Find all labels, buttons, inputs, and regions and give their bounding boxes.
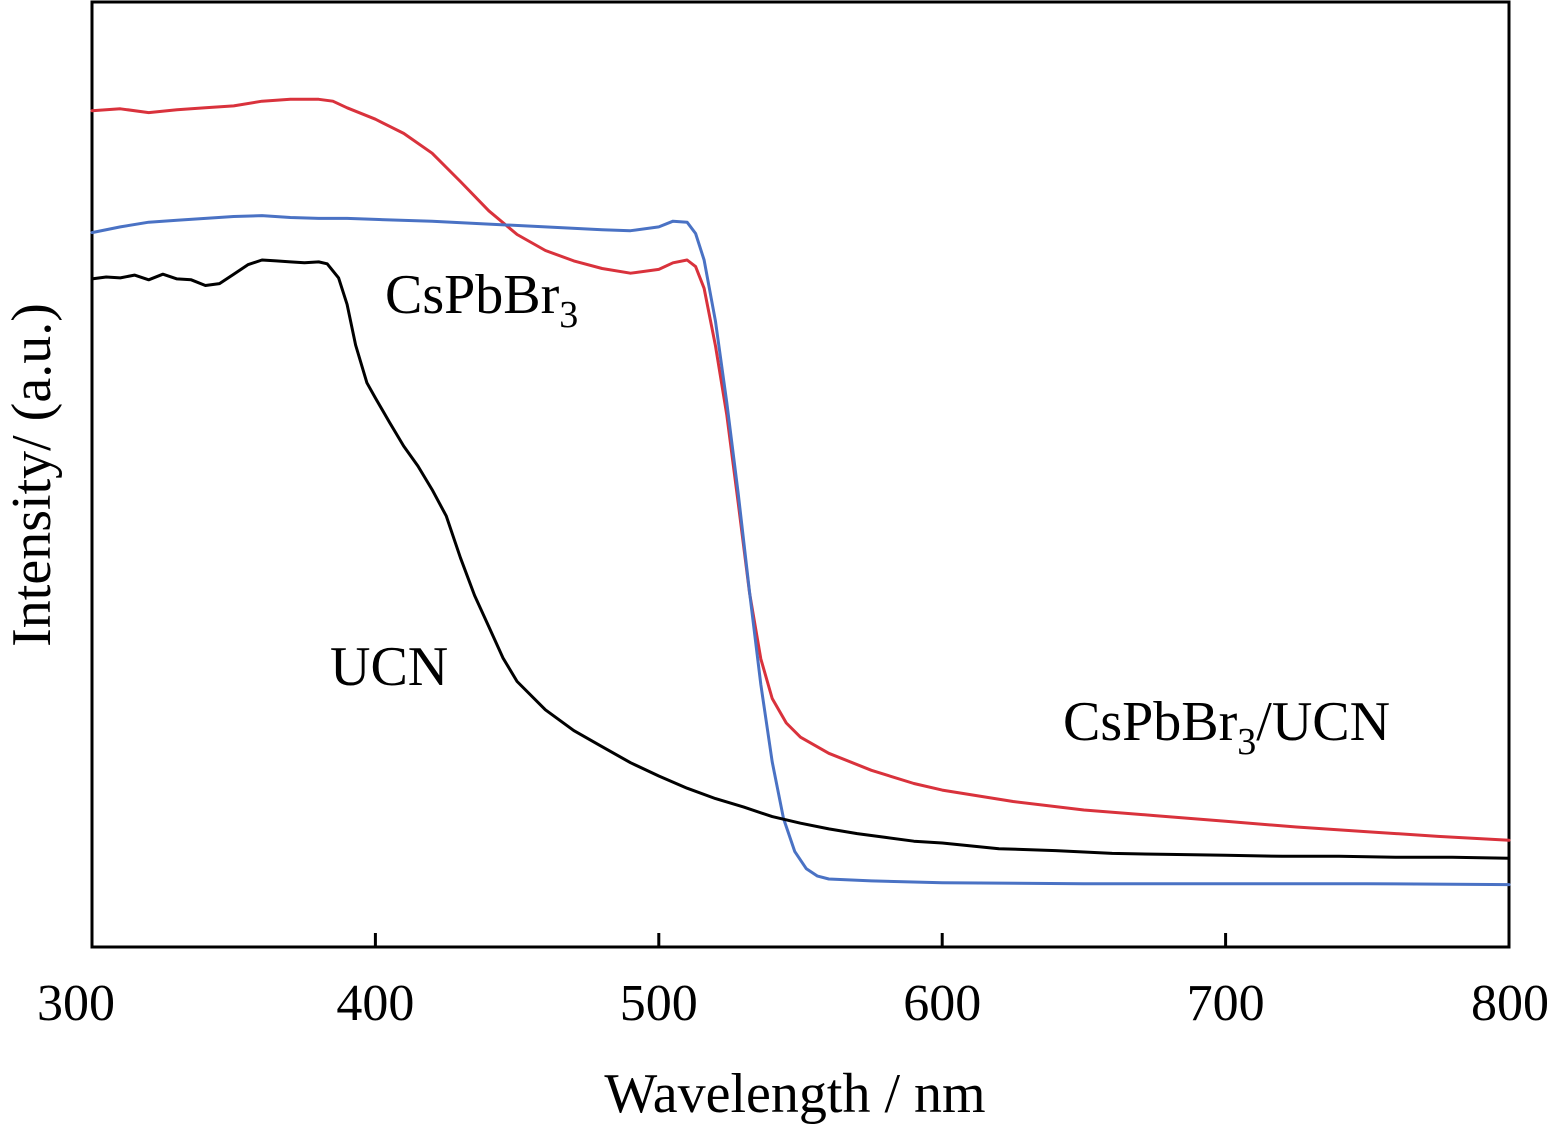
x-tick-label-700: 700 xyxy=(1187,975,1265,1032)
x-axis-title: Wavelength / nm xyxy=(604,1063,985,1125)
y-axis-title: Intensity/ (a.u.) xyxy=(1,303,63,647)
x-tick-label-300: 300 xyxy=(37,975,115,1032)
x-tick-label-400: 400 xyxy=(336,975,414,1032)
series-line-cspbbr3 xyxy=(90,214,1511,887)
series-label-cspbbr3: CsPbBr3 xyxy=(385,264,578,336)
series-line-ucn xyxy=(90,258,1511,860)
x-tick-label-800: 800 xyxy=(1471,975,1549,1032)
plot-frame xyxy=(90,0,1511,949)
x-axis-tick-labels: 300 400 500 600 700 800 xyxy=(37,975,1549,1032)
x-axis-ticks xyxy=(90,933,1511,947)
series-label-cspbbr3-ucn: CsPbBr3/UCN xyxy=(1063,691,1390,763)
series-lines xyxy=(90,97,1511,887)
series-label-ucn: UCN xyxy=(330,636,448,698)
x-tick-label-500: 500 xyxy=(620,975,698,1032)
x-tick-label-600: 600 xyxy=(903,975,981,1032)
series-line-cspbbr3-ucn xyxy=(90,97,1511,842)
